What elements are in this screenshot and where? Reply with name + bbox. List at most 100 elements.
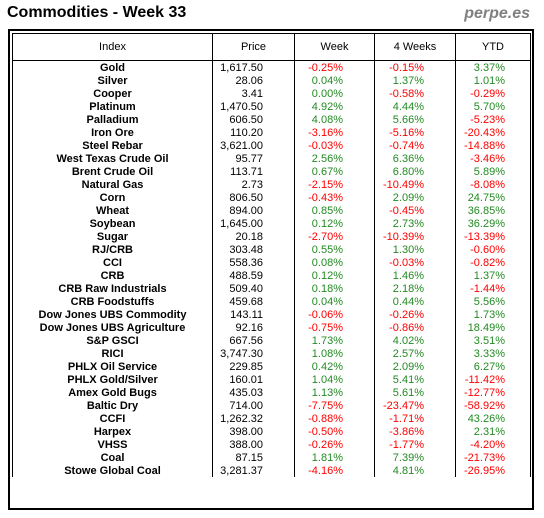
ytd-change-cell: -0.82% <box>455 256 531 269</box>
table-row: West Texas Crude Oil 95.77 2.56% 6.36% -3.46… <box>12 152 531 165</box>
ytd-change-cell: 3.51% <box>455 334 531 347</box>
price-cell: 1,645.00 <box>212 217 295 230</box>
table-row: CRB Raw Industrials 509.40 0.18% 2.18% -1.44… <box>12 282 531 295</box>
index-cell: S&P GSCI <box>12 334 213 347</box>
column-header-ytd: YTD <box>455 33 531 61</box>
four-weeks-change-cell: 0.44% <box>374 295 456 308</box>
table-row: Soybean 1,645.00 0.12% 2.73% 36.29% <box>12 217 531 230</box>
table-row: RJ/CRB 303.48 0.55% 1.30% -0.60% <box>12 243 531 256</box>
week-change-cell: -3.16% <box>294 126 375 139</box>
price-cell: 229.85 <box>212 360 295 373</box>
ytd-change-cell: 5.89% <box>455 165 531 178</box>
ytd-change-cell: -21.73% <box>455 451 531 464</box>
table-row: VHSS 388.00 -0.26% -1.77% -4.20% <box>12 438 531 451</box>
index-cell: PHLX Oil Service <box>12 360 213 373</box>
price-cell: 160.01 <box>212 373 295 386</box>
price-cell: 667.56 <box>212 334 295 347</box>
table-row: CCFI 1,262.32 -0.88% -1.71% 43.26% <box>12 412 531 425</box>
index-cell: Cooper <box>12 87 213 100</box>
four-weeks-change-cell: 6.80% <box>374 165 456 178</box>
index-cell: Silver <box>12 74 213 87</box>
ytd-change-cell: 5.70% <box>455 100 531 113</box>
price-cell: 435.03 <box>212 386 295 399</box>
four-weeks-change-cell: 6.36% <box>374 152 456 165</box>
commodities-table: Index Price Week 4 Weeks YTD Gold 1,617.5… <box>12 33 531 477</box>
four-weeks-change-cell: 4.44% <box>374 100 456 113</box>
table-row: Silver 28.06 0.04% 1.37% 1.01% <box>12 74 531 87</box>
four-weeks-change-cell: -1.77% <box>374 438 456 451</box>
price-cell: 303.48 <box>212 243 295 256</box>
price-cell: 398.00 <box>212 425 295 438</box>
week-change-cell: -0.88% <box>294 412 375 425</box>
four-weeks-change-cell: 2.09% <box>374 360 456 373</box>
ytd-change-cell: -0.29% <box>455 87 531 100</box>
table-row: CRB Foodstuffs 459.68 0.04% 0.44% 5.56% <box>12 295 531 308</box>
ytd-change-cell: 36.29% <box>455 217 531 230</box>
week-change-cell: 0.08% <box>294 256 375 269</box>
index-cell: Iron Ore <box>12 126 213 139</box>
table-frame: Index Price Week 4 Weeks YTD Gold 1,617.5… <box>8 29 534 510</box>
index-cell: CCFI <box>12 412 213 425</box>
table-row: CCI 558.36 0.08% -0.03% -0.82% <box>12 256 531 269</box>
price-cell: 1,470.50 <box>212 100 295 113</box>
table-row: Steel Rebar 3,621.00 -0.03% -0.74% -14.88% <box>12 139 531 152</box>
ytd-change-cell: 3.37% <box>455 60 531 74</box>
table-header-row: Index Price Week 4 Weeks YTD <box>12 33 531 61</box>
week-change-cell: -4.16% <box>294 464 375 477</box>
four-weeks-change-cell: 2.73% <box>374 217 456 230</box>
index-cell: Platinum <box>12 100 213 113</box>
four-weeks-change-cell: -0.86% <box>374 321 456 334</box>
column-header-price: Price <box>212 33 295 61</box>
week-change-cell: 0.67% <box>294 165 375 178</box>
index-cell: VHSS <box>12 438 213 451</box>
four-weeks-change-cell: -0.45% <box>374 204 456 217</box>
four-weeks-change-cell: 2.57% <box>374 347 456 360</box>
week-change-cell: -2.70% <box>294 230 375 243</box>
index-cell: Gold <box>12 60 213 74</box>
price-cell: 87.15 <box>212 451 295 464</box>
ytd-change-cell: -1.44% <box>455 282 531 295</box>
ytd-change-cell: 1.37% <box>455 269 531 282</box>
four-weeks-change-cell: 5.41% <box>374 373 456 386</box>
week-change-cell: 2.56% <box>294 152 375 165</box>
week-change-cell: 1.13% <box>294 386 375 399</box>
price-cell: 28.06 <box>212 74 295 87</box>
week-change-cell: -0.75% <box>294 321 375 334</box>
table-row: Sugar 20.18 -2.70% -10.39% -13.39% <box>12 230 531 243</box>
brand-logo-text: perpe.es <box>464 5 530 22</box>
ytd-change-cell: -4.20% <box>455 438 531 451</box>
week-change-cell: -0.26% <box>294 438 375 451</box>
week-change-cell: 0.42% <box>294 360 375 373</box>
four-weeks-change-cell: -0.15% <box>374 60 456 74</box>
table-row: Palladium 606.50 4.08% 5.66% -5.23% <box>12 113 531 126</box>
price-cell: 92.16 <box>212 321 295 334</box>
ytd-change-cell: 18.49% <box>455 321 531 334</box>
index-cell: CCI <box>12 256 213 269</box>
week-change-cell: 0.85% <box>294 204 375 217</box>
price-cell: 3.41 <box>212 87 295 100</box>
price-cell: 714.00 <box>212 399 295 412</box>
price-cell: 459.68 <box>212 295 295 308</box>
table-row: Harpex 398.00 -0.50% -3.86% 2.31% <box>12 425 531 438</box>
four-weeks-change-cell: 7.39% <box>374 451 456 464</box>
week-change-cell: -0.50% <box>294 425 375 438</box>
table-row: Dow Jones UBS Agriculture 92.16 -0.75% -0.8… <box>12 321 531 334</box>
price-cell: 806.50 <box>212 191 295 204</box>
table-row: Baltic Dry 714.00 -7.75% -23.47% -58.92% <box>12 399 531 412</box>
price-cell: 2.73 <box>212 178 295 191</box>
index-cell: Stowe Global Coal <box>12 464 213 477</box>
ytd-change-cell: -20.43% <box>455 126 531 139</box>
ytd-change-cell: -3.46% <box>455 152 531 165</box>
week-change-cell: 0.12% <box>294 217 375 230</box>
table-row: Stowe Global Coal 3,281.37 -4.16% 4.81% -26.… <box>12 464 531 477</box>
week-change-cell: 0.18% <box>294 282 375 295</box>
index-cell: Coal <box>12 451 213 464</box>
index-cell: RJ/CRB <box>12 243 213 256</box>
table-row: Dow Jones UBS Commodity 143.11 -0.06% -0.26… <box>12 308 531 321</box>
table-row: Natural Gas 2.73 -2.15% -10.49% -8.08% <box>12 178 531 191</box>
price-cell: 1,617.50 <box>212 60 295 74</box>
ytd-change-cell: 6.27% <box>455 360 531 373</box>
table-row: Platinum 1,470.50 4.92% 4.44% 5.70% <box>12 100 531 113</box>
week-change-cell: 4.08% <box>294 113 375 126</box>
four-weeks-change-cell: -0.74% <box>374 139 456 152</box>
